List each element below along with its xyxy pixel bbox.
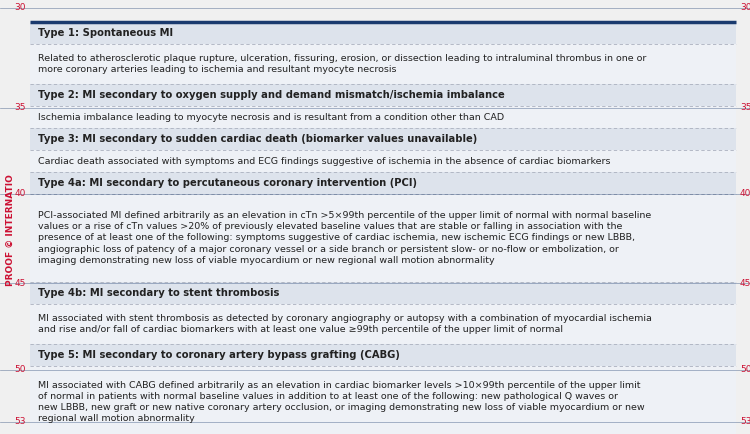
- Text: 40: 40: [740, 190, 750, 198]
- Text: 40: 40: [15, 190, 26, 198]
- Text: PCI-associated MI defined arbitrarily as an elevation in cTn >5×99th percentile : PCI-associated MI defined arbitrarily as…: [38, 211, 651, 265]
- Bar: [30, 172, 736, 194]
- Text: 30: 30: [14, 3, 26, 13]
- Text: 45: 45: [740, 279, 750, 287]
- Text: Type 4b: MI secondary to stent thrombosis: Type 4b: MI secondary to stent thrombosi…: [38, 288, 279, 298]
- Text: MI associated with stent thrombosis as detected by coronary angiography or autop: MI associated with stent thrombosis as d…: [38, 314, 652, 334]
- Text: Type 1: Spontaneous MI: Type 1: Spontaneous MI: [38, 28, 173, 38]
- Text: 45: 45: [15, 279, 26, 287]
- Text: Related to atherosclerotic plaque rupture, ulceration, fissuring, erosion, or di: Related to atherosclerotic plaque ruptur…: [38, 54, 646, 74]
- Text: 30: 30: [740, 3, 750, 13]
- Text: Type 2: MI secondary to oxygen supply and demand mismatch/ischemia imbalance: Type 2: MI secondary to oxygen supply an…: [38, 90, 505, 100]
- Bar: [30, 282, 736, 304]
- Text: Type 5: MI secondary to coronary artery bypass grafting (CABG): Type 5: MI secondary to coronary artery …: [38, 350, 400, 360]
- Text: PROOF © INTERNATIO: PROOF © INTERNATIO: [5, 174, 14, 286]
- Text: 35: 35: [740, 103, 750, 112]
- Bar: [30, 44, 736, 84]
- Bar: [30, 106, 736, 128]
- Text: 50: 50: [740, 365, 750, 375]
- Bar: [30, 344, 736, 366]
- Text: Type 3: MI secondary to sudden cardiac death (biomarker values unavailable): Type 3: MI secondary to sudden cardiac d…: [38, 134, 477, 144]
- Bar: [30, 84, 736, 106]
- Text: 50: 50: [14, 365, 26, 375]
- Text: Cardiac death associated with symptoms and ECG findings suggestive of ischemia i: Cardiac death associated with symptoms a…: [38, 157, 610, 165]
- Text: 53: 53: [14, 418, 26, 427]
- Bar: [30, 150, 736, 172]
- Bar: [30, 366, 736, 434]
- Text: 35: 35: [14, 103, 26, 112]
- Text: MI associated with CABG defined arbitrarily as an elevation in cardiac biomarker: MI associated with CABG defined arbitrar…: [38, 381, 644, 423]
- Bar: [30, 304, 736, 344]
- Bar: [30, 128, 736, 150]
- Text: Ischemia imbalance leading to myocyte necrosis and is resultant from a condition: Ischemia imbalance leading to myocyte ne…: [38, 112, 504, 122]
- Text: 53: 53: [740, 418, 750, 427]
- Text: Type 4a: MI secondary to percutaneous coronary intervention (PCI): Type 4a: MI secondary to percutaneous co…: [38, 178, 417, 188]
- Bar: [30, 22, 736, 44]
- Bar: [30, 194, 736, 282]
